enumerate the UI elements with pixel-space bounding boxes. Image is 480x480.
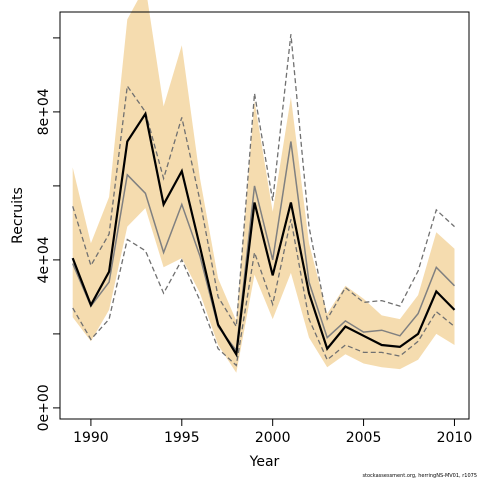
confidence-band [72, 0, 455, 373]
y-tick-label: 0e+00 [36, 384, 52, 431]
plot-frame [59, 11, 470, 420]
x-axis-title: Year [249, 454, 280, 470]
upper-bound-line [72, 34, 455, 329]
x-tick-label: 2005 [346, 430, 382, 446]
source-credit: stockassessment.org, herringNS-MV01, r10… [362, 473, 477, 479]
median-line [72, 141, 456, 353]
lower-bound-line [72, 219, 455, 367]
y-tick-label: 4e+04 [36, 236, 52, 283]
y-tick-label: 8e+04 [36, 88, 52, 135]
plot-area [71, 0, 456, 373]
x-tick-label: 2010 [437, 430, 473, 446]
estimate-line [71, 110, 456, 358]
y-axis: 0e+00 4e+04 8e+04 [36, 37, 60, 431]
y-axis-title: Recruits [10, 187, 26, 244]
x-tick-label: 2000 [255, 430, 291, 446]
x-tick-label: 1995 [164, 430, 200, 446]
x-tick-label: 1990 [73, 430, 109, 446]
x-axis: 1990 1995 2000 2005 2010 [73, 419, 472, 446]
